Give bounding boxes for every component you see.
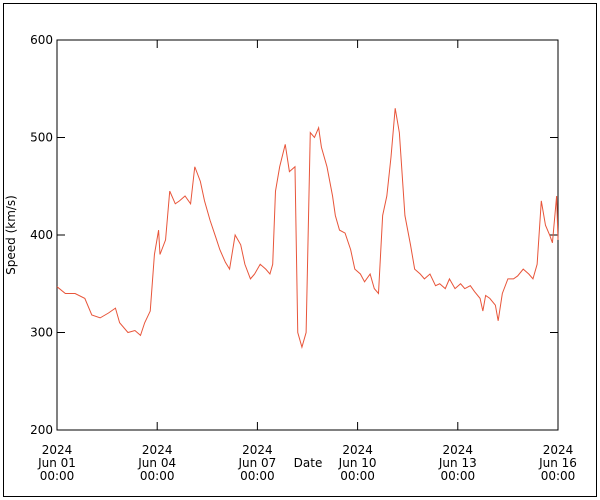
x-tick-label: 00:00 — [40, 469, 75, 483]
y-tick-label: 600 — [30, 33, 53, 47]
x-tick-label: 00:00 — [140, 469, 175, 483]
x-tick-label: 2024 — [42, 443, 73, 457]
x-tick-label: 2024 — [543, 443, 574, 457]
y-axis-label: Speed (km/s) — [4, 195, 18, 275]
y-tick-label: 200 — [30, 423, 53, 437]
x-tick-label: Jun 13 — [438, 456, 477, 470]
y-tick-label: 500 — [30, 131, 53, 145]
x-tick-label: 2024 — [342, 443, 373, 457]
x-tick-label: 00:00 — [340, 469, 375, 483]
x-tick-label: Jun 04 — [137, 456, 176, 470]
x-tick-label: Jun 07 — [237, 456, 276, 470]
speed-line — [56, 108, 559, 349]
x-tick-label: 00:00 — [541, 469, 576, 483]
x-tick-label: 2024 — [242, 443, 273, 457]
x-tick-label: 00:00 — [441, 469, 476, 483]
plot-box — [56, 39, 559, 431]
x-tick-label: Jun 10 — [338, 456, 377, 470]
x-axis-label: Date — [294, 456, 323, 470]
x-tick-label: 2024 — [443, 443, 474, 457]
y-tick-label: 400 — [30, 228, 53, 242]
y-tick-label: 300 — [30, 326, 53, 340]
x-tick-label: Jun 01 — [37, 456, 76, 470]
x-tick-label: 00:00 — [240, 469, 275, 483]
x-tick-label: 2024 — [142, 443, 173, 457]
x-tick-label: Jun 16 — [538, 456, 577, 470]
frame — [3, 3, 597, 497]
